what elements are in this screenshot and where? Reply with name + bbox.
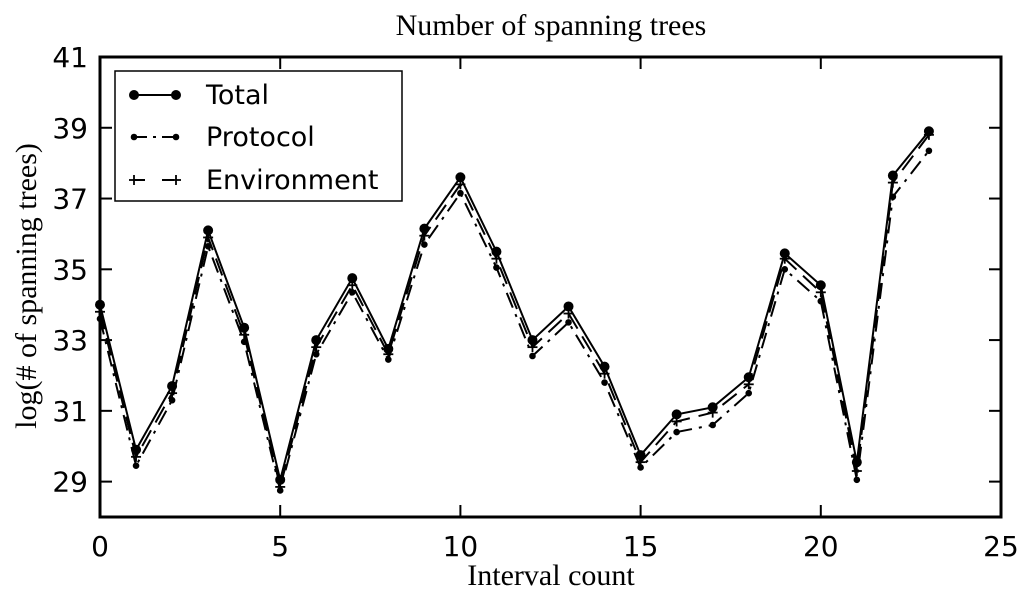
data-point-protocol (853, 476, 861, 484)
series-line-total (99, 130, 930, 481)
data-point-environment (491, 253, 502, 264)
x-tick-label: 15 (623, 530, 659, 563)
data-point-environment (419, 230, 430, 241)
data-point-environment (635, 457, 646, 468)
data-point-environment (671, 416, 682, 427)
data-point-protocol (312, 350, 320, 358)
data-point-protocol (673, 428, 680, 436)
data-point-environment (131, 451, 142, 462)
data-point-environment (851, 466, 862, 476)
data-point-environment (95, 306, 105, 317)
plot-frame (98, 55, 1003, 519)
data-point-protocol (457, 189, 464, 197)
data-point-environment (527, 342, 538, 353)
data-point-protocol (565, 319, 572, 326)
x-tick-label: 25 (983, 530, 1019, 563)
y-tick-label: 39 (52, 112, 88, 145)
y-tick-label: 37 (52, 183, 88, 216)
data-point-protocol (709, 421, 716, 429)
data-point-environment (743, 379, 754, 390)
y-tick-label: 35 (52, 253, 88, 286)
legend-label-environment: Environment (206, 165, 378, 196)
legend-label-protocol: Protocol (206, 122, 315, 153)
legend-marker-total (171, 90, 181, 100)
x-tick-label: 20 (803, 530, 839, 563)
data-point-protocol (529, 352, 536, 360)
legend-marker-total (129, 90, 139, 100)
data-point-environment (239, 329, 250, 340)
data-point-environment (203, 232, 214, 243)
legend-marker-environment (171, 175, 181, 185)
x-tick-label: 10 (443, 530, 479, 563)
data-point-protocol (493, 264, 500, 271)
y-tick-label: 41 (52, 41, 88, 74)
data-point-protocol (132, 462, 140, 469)
data-point-environment (599, 368, 610, 379)
x-tick-label: 5 (271, 530, 289, 563)
data-point-protocol (889, 193, 897, 201)
data-point-environment (815, 287, 826, 298)
data-point-protocol (601, 379, 608, 386)
data-point-environment (779, 253, 790, 264)
plot-area: 0 5 10 15 20 25 29 31 33 35 37 39 41 (52, 41, 1018, 563)
data-point-environment (311, 342, 322, 353)
data-point-protocol (421, 241, 428, 248)
legend-marker-protocol (130, 133, 138, 141)
data-point-protocol (781, 266, 789, 273)
legend-label-total: Total (205, 80, 269, 111)
data-point-environment (887, 177, 898, 188)
data-point-environment (563, 308, 574, 319)
x-axis-label: Interval count (467, 559, 635, 592)
data-point-environment (923, 129, 934, 140)
chart-title: Number of spanning trees (396, 9, 707, 42)
data-point-environment (455, 179, 466, 190)
series-line-environment (99, 134, 930, 488)
data-point-environment (383, 349, 394, 360)
data-point-environment (347, 280, 358, 291)
legend-marker-environment (129, 175, 139, 185)
y-axis-label: log(# of spanning trees) (10, 143, 43, 429)
data-point-environment (167, 388, 178, 399)
data-point-environment (707, 407, 718, 418)
y-tick-label: 33 (52, 324, 88, 357)
y-tick-label: 29 (52, 466, 88, 499)
data-point-environment (275, 481, 286, 492)
x-tick-label: 0 (91, 530, 109, 563)
data-point-protocol (925, 147, 933, 155)
legend: Total Protocol Environment (114, 70, 403, 202)
y-tick-label: 31 (52, 395, 88, 428)
data-point-protocol (745, 389, 753, 397)
series-line-protocol (99, 150, 930, 491)
legend-marker-protocol (172, 133, 180, 141)
